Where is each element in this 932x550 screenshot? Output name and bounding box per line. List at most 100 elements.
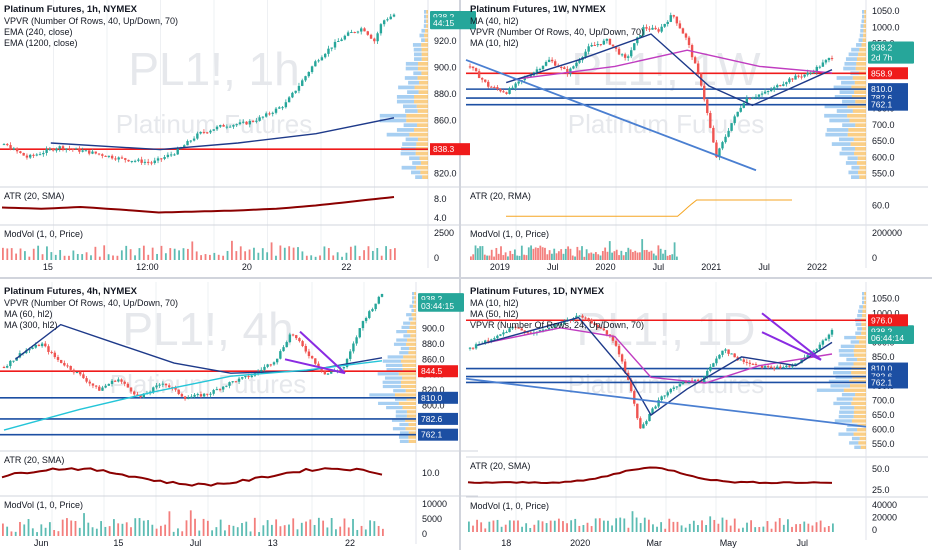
volume-bar [598, 518, 601, 532]
x-tick-label: Jul [796, 538, 808, 548]
vpvr-down-bar [859, 340, 866, 344]
volume-bar [142, 520, 145, 536]
vpvr-up-bar [859, 33, 864, 38]
vpvr-down-bar [402, 406, 416, 410]
vpvr-down-bar [863, 19, 866, 24]
volume-profile [369, 292, 416, 443]
vpvr-up-bar [861, 19, 864, 24]
volume-bar [288, 524, 290, 536]
vpvr-down-bar [406, 118, 428, 123]
candle-body [32, 154, 35, 156]
candle-body [12, 360, 15, 362]
vpvr-up-bar [379, 113, 407, 118]
volume-bar [583, 256, 586, 260]
candle-body [553, 61, 557, 66]
volume-bar [53, 530, 56, 536]
vpvr-down-bar [406, 113, 428, 118]
candle-body [234, 381, 238, 383]
vpvr-down-bar [410, 321, 416, 325]
volume-bar [647, 519, 650, 532]
y-tick-label: 550.0 [872, 169, 895, 179]
volume-bar [107, 254, 110, 260]
volume-bar [660, 522, 663, 532]
level-tag-label: 762.1 [421, 430, 443, 440]
candle-body [238, 122, 242, 125]
vpvr-down-bar [420, 161, 428, 165]
candle-body [120, 379, 123, 382]
volume-bar [2, 247, 4, 260]
candle-body [61, 146, 65, 150]
candle-body [578, 315, 581, 317]
vpvr-up-bar [421, 38, 425, 43]
vpvr-up-bar [399, 439, 409, 443]
vpvr-up-bar [836, 76, 853, 80]
candle-body [736, 111, 739, 117]
vpvr-up-bar [424, 10, 427, 14]
candle-body [183, 396, 187, 399]
y-tick-label: 1050.0 [872, 6, 900, 16]
volume-bar [335, 529, 337, 536]
candle-body [79, 372, 82, 375]
vpvr-down-bar [419, 156, 428, 161]
vpvr-down-bar [857, 428, 866, 432]
candle-body [161, 383, 165, 385]
volume-bar [380, 255, 383, 260]
volume-bar [72, 250, 75, 260]
candle-body [827, 334, 831, 339]
candle-body [474, 344, 478, 349]
candle-body [730, 123, 733, 131]
volume-bar [46, 246, 48, 260]
vpvr-down-bar [864, 292, 866, 296]
volume-bar [791, 526, 793, 532]
candle-body [706, 370, 709, 377]
candle-body [31, 347, 34, 349]
candle-body [228, 126, 232, 128]
volume-bars [2, 510, 384, 536]
atr-line [1, 196, 395, 214]
candle-body [327, 48, 330, 54]
vpvr-down-bar [856, 61, 866, 66]
volume-bar [470, 256, 472, 260]
vpvr-down-bar [402, 363, 416, 367]
candle-body [672, 387, 676, 389]
vpvr-down-bar [853, 349, 866, 353]
candle-body [74, 148, 78, 150]
candle-body [557, 324, 560, 326]
candle-body [517, 327, 520, 329]
volume-bar [823, 527, 826, 532]
y-tick-label: 860.0 [422, 354, 445, 364]
candle-body [66, 365, 69, 367]
volume-bar [10, 531, 13, 536]
candle-body [29, 154, 32, 158]
candle-body [272, 362, 276, 365]
y-tick-label: 1000.0 [872, 308, 900, 318]
vpvr-up-bar [862, 296, 865, 300]
vpvr-down-bar [422, 175, 428, 179]
volume-bar [300, 522, 303, 536]
candle-body [291, 334, 295, 336]
volume-bar [688, 523, 691, 532]
candle-body [104, 385, 107, 388]
volume-bar [643, 250, 646, 260]
vpvr-down-bar [413, 308, 416, 313]
candle-body [794, 363, 797, 366]
candle-body [177, 389, 180, 395]
candle-body [374, 303, 377, 310]
vpvr-down-bar [405, 389, 416, 393]
level-tag-label: 838.3 [433, 144, 455, 154]
volume-bar [762, 526, 765, 532]
candle-body [715, 358, 718, 364]
candle-body [174, 387, 177, 390]
volume-bar [709, 516, 712, 532]
vpvr-down-bar [414, 99, 428, 104]
candle-body [169, 154, 173, 156]
candle-body [636, 37, 639, 44]
candle-body [818, 66, 822, 68]
volume-bar [305, 255, 308, 260]
volume-bar [317, 517, 320, 536]
candle-body [355, 337, 358, 344]
volume-bar [611, 525, 613, 532]
candle-body [45, 149, 48, 153]
vpvr-down-bar [421, 47, 428, 52]
vpvr-down-bar [862, 38, 866, 43]
